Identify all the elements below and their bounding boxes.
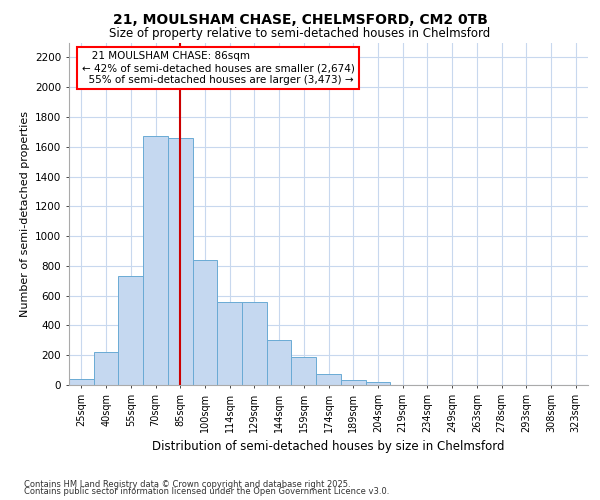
Bar: [267, 340, 292, 385]
Text: Contains public sector information licensed under the Open Government Licence v3: Contains public sector information licen…: [24, 488, 389, 496]
Y-axis label: Number of semi-detached properties: Number of semi-detached properties: [20, 111, 29, 317]
Bar: [341, 380, 365, 385]
Bar: [193, 260, 217, 385]
Bar: [217, 302, 242, 385]
Bar: [143, 136, 168, 385]
Bar: [168, 138, 193, 385]
Text: 21 MOULSHAM CHASE: 86sqm
← 42% of semi-detached houses are smaller (2,674)
  55%: 21 MOULSHAM CHASE: 86sqm ← 42% of semi-d…: [82, 52, 355, 84]
Bar: [365, 382, 390, 385]
Bar: [118, 276, 143, 385]
X-axis label: Distribution of semi-detached houses by size in Chelmsford: Distribution of semi-detached houses by …: [152, 440, 505, 454]
Text: Contains HM Land Registry data © Crown copyright and database right 2025.: Contains HM Land Registry data © Crown c…: [24, 480, 350, 489]
Bar: [316, 374, 341, 385]
Bar: [94, 352, 118, 385]
Text: Size of property relative to semi-detached houses in Chelmsford: Size of property relative to semi-detach…: [109, 28, 491, 40]
Bar: [292, 358, 316, 385]
Bar: [69, 379, 94, 385]
Bar: [242, 302, 267, 385]
Text: 21, MOULSHAM CHASE, CHELMSFORD, CM2 0TB: 21, MOULSHAM CHASE, CHELMSFORD, CM2 0TB: [113, 12, 487, 26]
